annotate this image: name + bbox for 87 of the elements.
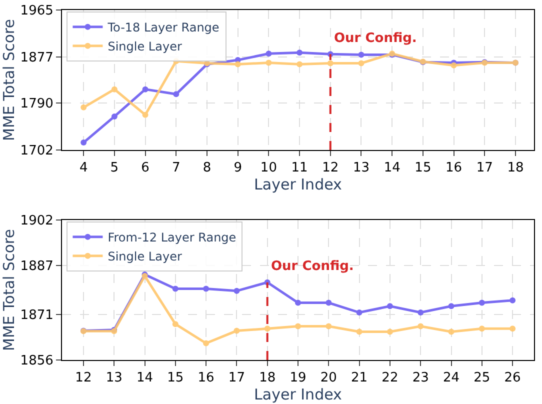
x-tick-label: 10 [260,160,277,176]
point [478,300,485,306]
x-tick-label: 20 [320,370,337,386]
point [418,310,424,316]
point [142,86,148,92]
point [296,50,303,56]
point [80,140,87,146]
point [173,91,180,98]
point [80,104,87,110]
x-tick-label: 22 [382,370,398,386]
legend-label: To-18 Layer Range [106,20,220,35]
x-tick-label: 15 [167,370,184,386]
y-tick-label: 1887 [20,259,54,274]
x-tick-label: 4 [79,160,88,176]
point [327,60,334,66]
legend-label: Single Layer [108,250,182,264]
point [203,340,210,346]
point [295,300,301,306]
y-tick-label: 1790 [20,96,54,112]
x-tick-label: 13 [106,370,122,386]
point [386,303,393,310]
y-tick-label: 1702 [20,144,54,159]
x-tick-label: 18 [507,160,524,176]
point [111,113,118,120]
point [356,328,362,335]
point [326,300,332,306]
x-tick-label: 24 [442,370,460,386]
point [358,52,364,58]
x-tick-label: 5 [110,160,119,176]
x-tick-label: 25 [474,370,490,386]
y-axis-title: MME Total Score [0,229,18,351]
point [510,326,516,332]
point [510,297,516,304]
x-tick-label: 6 [141,160,150,176]
x-tick-label: 12 [322,160,339,176]
y-tick-label: 1902 [20,214,54,229]
x-tick-label: 21 [351,370,368,386]
point [296,61,303,68]
x-tick-label: 13 [352,160,370,176]
point [356,310,362,316]
x-tick-label: 12 [75,370,92,386]
point [448,303,454,310]
y-tick-label: 1965 [20,4,54,19]
point [142,112,148,118]
x-tick-label: 23 [412,370,429,386]
point [295,323,301,330]
point [266,60,272,66]
y-axis-title: MME Total Score [0,19,18,141]
x-axis-title: Layer Index [254,386,342,404]
point [203,286,210,292]
point [450,62,457,68]
point [266,50,272,57]
ref-line-label: Our Config. [271,259,354,274]
point [264,326,270,332]
point [234,61,241,68]
x-tick-label: 26 [504,370,521,386]
x-tick-label: 16 [446,160,462,176]
x-tick-label: 17 [228,370,245,386]
point [234,328,240,334]
y-tick-label: 1877 [20,50,54,66]
x-tick-label: 14 [136,370,154,386]
y-tick-label: 1871 [20,308,54,323]
point [172,321,178,328]
point [326,323,332,330]
y-tick-label: 1856 [20,354,54,369]
x-tick-label: 11 [291,160,308,176]
point [386,328,393,335]
legend-label: From-12 Layer Range [108,230,236,245]
x-tick-label: 18 [259,370,276,386]
x-tick-label: 7 [172,160,180,176]
x-tick-label: 19 [290,370,306,386]
x-tick-label: 9 [234,160,242,176]
x-tick-label: 8 [202,160,212,176]
x-tick-label: 14 [384,160,400,176]
x-tick-label: 16 [198,370,214,386]
legend-label: Single Layer [108,40,182,54]
point [358,60,364,66]
point [418,323,424,330]
point [448,328,454,335]
ref-line-label: Our Config. [334,31,417,46]
point [111,86,118,92]
x-tick-label: 15 [414,160,432,176]
point [172,286,178,292]
point [478,326,485,332]
x-axis-title: Layer Index [254,176,342,194]
x-tick-label: 17 [476,160,493,176]
point [234,288,240,294]
